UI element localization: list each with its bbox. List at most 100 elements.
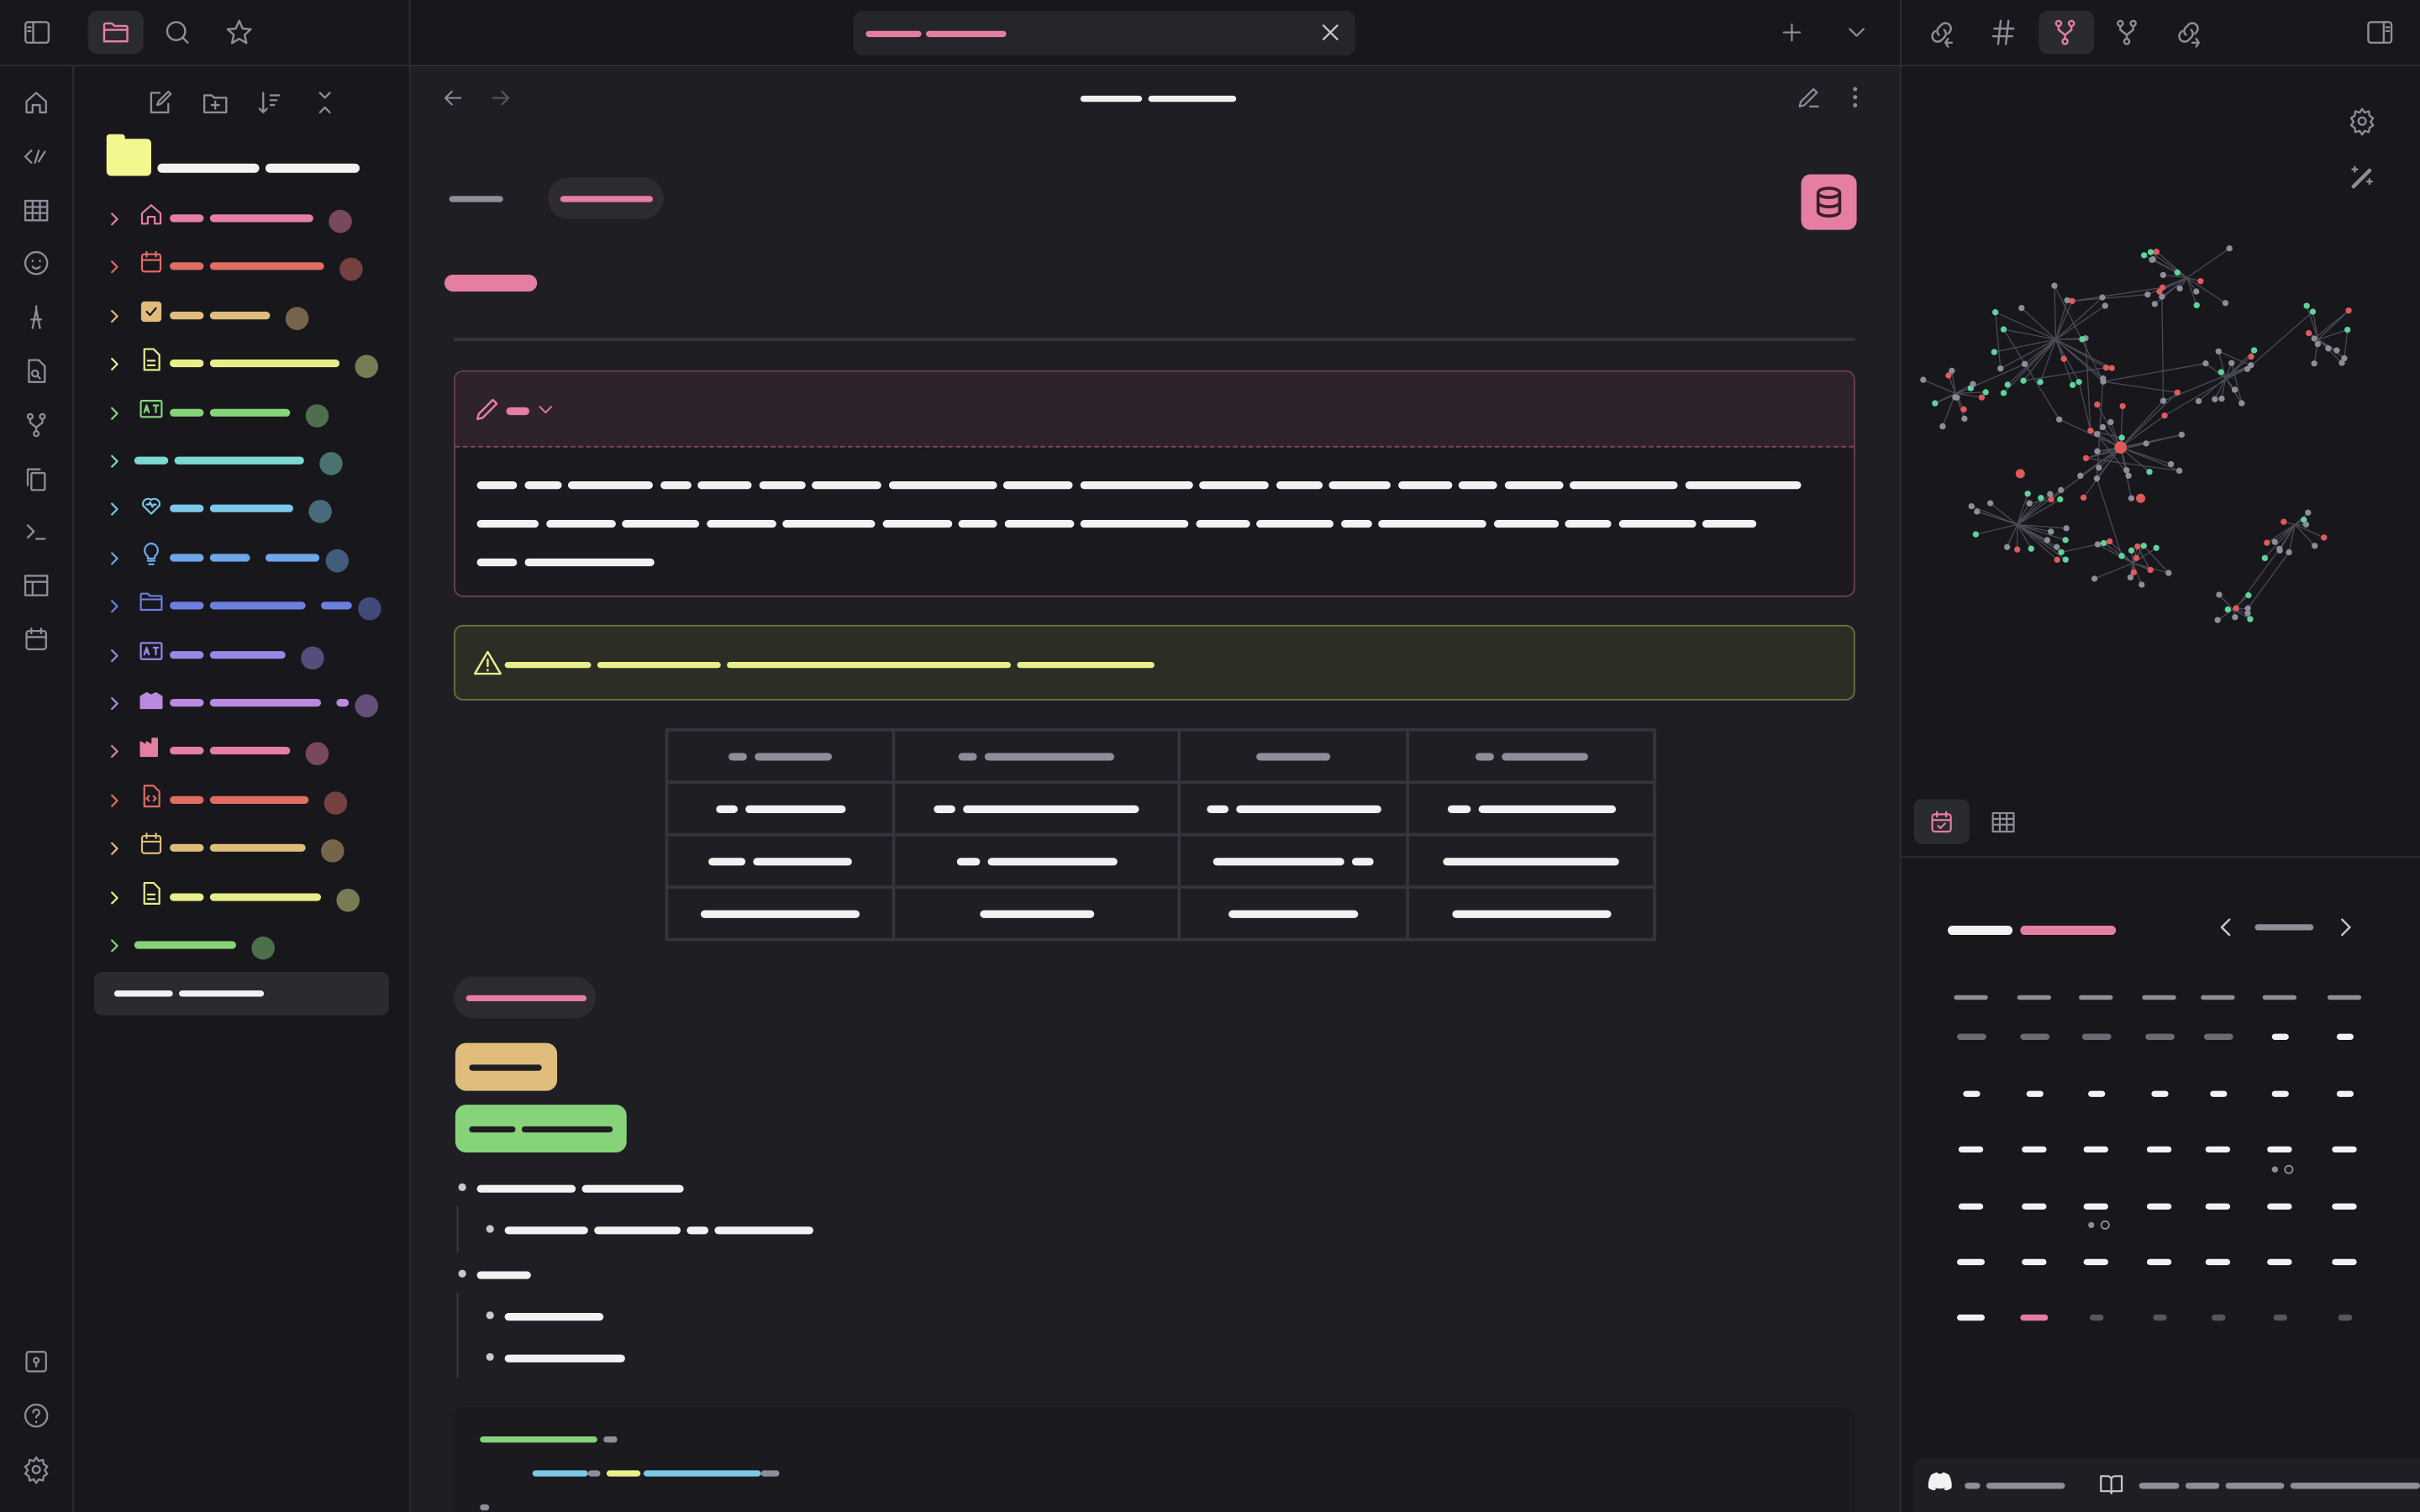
graph-node[interactable] xyxy=(2247,616,2254,622)
graph-node[interactable] xyxy=(2271,538,2278,545)
new-note-icon[interactable] xyxy=(145,88,175,118)
sidebar-toggle-icon[interactable] xyxy=(22,17,53,48)
folder-item[interactable] xyxy=(96,632,397,675)
graph-node[interactable] xyxy=(2215,348,2222,355)
graph-node[interactable] xyxy=(2051,282,2058,289)
local-graph-icon[interactable] xyxy=(2112,17,2143,48)
graph-node[interactable] xyxy=(2128,495,2135,501)
property-tag[interactable] xyxy=(548,177,664,219)
compass-icon[interactable] xyxy=(22,302,51,332)
calendar-day[interactable] xyxy=(2337,1314,2352,1321)
graph-node[interactable] xyxy=(1968,502,1975,510)
graph-node[interactable] xyxy=(2026,500,2033,507)
graph-node[interactable] xyxy=(2345,307,2352,314)
graph-node[interactable] xyxy=(2217,369,2224,375)
graph-node[interactable] xyxy=(2044,537,2050,543)
graph-node[interactable] xyxy=(1960,406,1967,413)
more-options-icon[interactable] xyxy=(1841,83,1869,111)
chevron-right-icon[interactable] xyxy=(2330,912,2361,943)
graph-node[interactable] xyxy=(1982,389,1989,396)
chevron-down-icon[interactable] xyxy=(1843,18,1870,46)
graph-hub-node[interactable] xyxy=(2015,469,2025,479)
help-icon[interactable] xyxy=(22,1401,51,1431)
folder-item[interactable] xyxy=(96,535,397,578)
graph-node[interactable] xyxy=(2125,472,2132,480)
graph-node[interactable] xyxy=(2063,525,2070,532)
backlinks-icon[interactable] xyxy=(1926,17,1957,48)
tags-icon[interactable] xyxy=(1988,17,2019,48)
graph-node[interactable] xyxy=(2153,544,2160,551)
graph-node[interactable] xyxy=(1970,381,1976,387)
calendar-icon[interactable] xyxy=(22,625,51,654)
search-icon[interactable] xyxy=(162,17,193,48)
calendar-day[interactable] xyxy=(2089,1314,2103,1321)
graph-node[interactable] xyxy=(2149,256,2155,263)
graph-node[interactable] xyxy=(2244,610,2251,617)
graph-node[interactable] xyxy=(2106,538,2113,545)
graph-node[interactable] xyxy=(2118,434,2125,441)
graph-node[interactable] xyxy=(2094,448,2101,454)
calendar-check-icon[interactable] xyxy=(1928,808,1955,836)
folder-item[interactable] xyxy=(96,922,397,965)
graph-node[interactable] xyxy=(2058,486,2065,494)
calendar-day[interactable] xyxy=(2267,1258,2292,1266)
active-file[interactable] xyxy=(94,972,389,1016)
graph-node[interactable] xyxy=(2004,381,2011,388)
graph-hub-node[interactable] xyxy=(2136,493,2146,503)
graph-node[interactable] xyxy=(2128,547,2135,554)
new-folder-icon[interactable] xyxy=(200,88,229,118)
graph-node[interactable] xyxy=(2144,291,2151,298)
graph-node[interactable] xyxy=(2102,364,2110,371)
graph-node[interactable] xyxy=(1978,394,1986,401)
graph-node[interactable] xyxy=(2224,606,2232,613)
graph-node[interactable] xyxy=(2222,300,2229,307)
chevron-right-icon[interactable] xyxy=(105,402,124,421)
graph-node[interactable] xyxy=(2060,355,2067,362)
table-icon[interactable] xyxy=(22,196,51,225)
chevron-right-icon[interactable] xyxy=(105,935,124,953)
book-icon[interactable] xyxy=(2097,1470,2125,1498)
graph-node[interactable] xyxy=(2232,614,2238,621)
graph-node[interactable] xyxy=(2174,389,2181,396)
calendar-day[interactable] xyxy=(2332,1203,2357,1210)
file-search-icon[interactable] xyxy=(22,356,51,386)
graph-node[interactable] xyxy=(2302,521,2309,528)
calendar-day[interactable] xyxy=(2267,1146,2292,1153)
calendar-day[interactable] xyxy=(2209,1090,2227,1097)
calendar-day[interactable] xyxy=(2205,1146,2231,1153)
folder-item[interactable] xyxy=(96,680,397,723)
folder-item[interactable] xyxy=(96,729,397,772)
graph-node[interactable] xyxy=(2248,353,2254,360)
graph-node[interactable] xyxy=(2214,617,2221,623)
template-icon[interactable] xyxy=(22,142,51,171)
graph-node[interactable] xyxy=(2069,381,2076,389)
graph-node[interactable] xyxy=(2245,592,2252,599)
graph-node[interactable] xyxy=(2018,304,2025,312)
right-sidebar-toggle-icon[interactable] xyxy=(2365,17,2396,48)
magic-wand-icon[interactable] xyxy=(2348,162,2377,192)
graph-node[interactable] xyxy=(2064,297,2070,304)
face-icon[interactable] xyxy=(22,249,51,278)
graph-node[interactable] xyxy=(2344,326,2351,333)
graph-node[interactable] xyxy=(2000,390,2007,396)
graph-node[interactable] xyxy=(2159,293,2165,300)
calendar-day[interactable] xyxy=(2205,1203,2231,1210)
calendar-day[interactable] xyxy=(2146,1146,2172,1153)
graph-node[interactable] xyxy=(2303,302,2310,309)
calendar-day[interactable] xyxy=(2083,1146,2108,1153)
calendar-day[interactable] xyxy=(2146,1203,2172,1210)
graph-node[interactable] xyxy=(2228,360,2235,366)
graph-node[interactable] xyxy=(2226,245,2233,252)
graph-node[interactable] xyxy=(2108,365,2115,371)
graph-node[interactable] xyxy=(2160,271,2167,279)
table-icon[interactable] xyxy=(1990,808,2018,836)
chevron-left-icon[interactable] xyxy=(2210,912,2241,943)
graph-node[interactable] xyxy=(2118,553,2125,559)
calendar-day[interactable] xyxy=(2022,1258,2047,1266)
graph-node[interactable] xyxy=(2305,329,2312,337)
graph-node[interactable] xyxy=(2054,543,2060,550)
chevron-right-icon[interactable] xyxy=(105,305,124,323)
graph-node[interactable] xyxy=(2231,386,2238,393)
close-icon[interactable] xyxy=(1317,18,1344,46)
calendar-day[interactable] xyxy=(1962,1090,1980,1097)
